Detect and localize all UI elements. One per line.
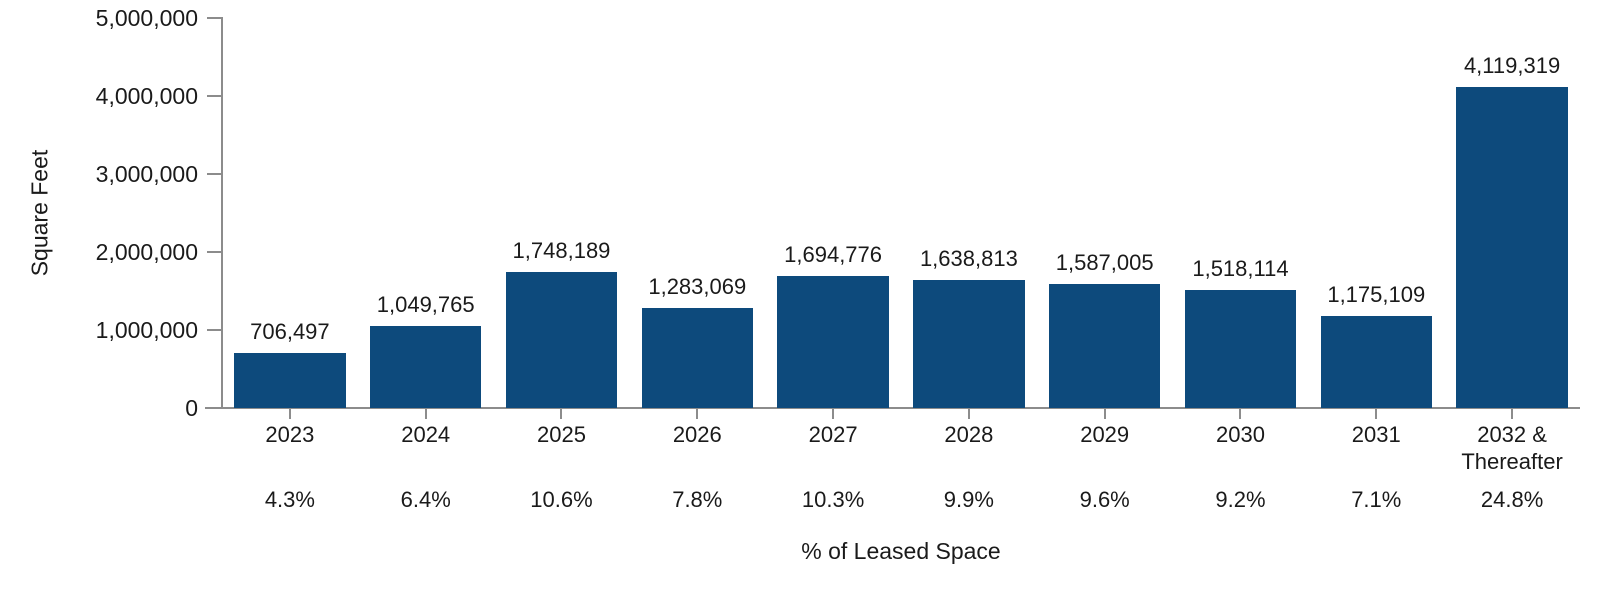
- y-tick-label: 5,000,000: [95, 5, 198, 31]
- x-axis-title: % of Leased Space: [801, 538, 1001, 564]
- x-tick-cell: [222, 409, 358, 419]
- x-tick-cell: [494, 409, 630, 419]
- bar-column: 1,049,765: [358, 18, 494, 408]
- percent-label: 4.3%: [264, 487, 315, 512]
- x-tick-mark: [832, 409, 835, 419]
- percent-label: 10.3%: [801, 487, 865, 512]
- percent-labels-row: 4.3% 6.4% 10.6% 7.8% 10.3% 9.9% 9.6% 9.2% 7.1% 24…: [222, 486, 1580, 513]
- percent-label: 9.9%: [943, 487, 994, 512]
- bar-value-label: 4,119,319: [1463, 52, 1561, 78]
- x-tick-mark: [288, 409, 291, 419]
- x-axis-year-label: 2030: [1216, 422, 1265, 447]
- bar: [1320, 316, 1432, 408]
- bar-value-label: 1,694,776: [784, 241, 883, 267]
- bar-column: 1,748,189: [494, 18, 630, 408]
- bar: [777, 275, 889, 408]
- bar-value-label: 1,283,069: [648, 273, 747, 299]
- percent-label: 6.4%: [400, 487, 451, 512]
- y-tick-label: 3,000,000: [95, 161, 198, 187]
- x-axis-ticks: [222, 409, 1580, 419]
- percent-label: 24.8%: [1480, 487, 1544, 512]
- y-tick-mark: [207, 407, 221, 409]
- y-tick-label: 4,000,000: [95, 83, 198, 109]
- x-tick-cell: [901, 409, 1037, 419]
- x-tick-cell: [358, 409, 494, 419]
- x-axis-year-label: 2029: [1080, 422, 1130, 447]
- percent-label: 10.6%: [530, 487, 593, 512]
- y-tick-mark: [207, 95, 221, 97]
- percent-label: 9.2%: [1215, 487, 1266, 512]
- bar: [505, 271, 618, 408]
- bar: [1456, 86, 1568, 408]
- x-tick-mark: [1375, 409, 1378, 419]
- x-axis-year-label: 2026: [672, 422, 722, 447]
- x-tick-mark: [424, 409, 427, 419]
- x-tick-cell: [1037, 409, 1173, 419]
- y-tick-label: 1,000,000: [95, 317, 198, 343]
- x-axis-line: [205, 407, 1580, 409]
- bar-value-label: 1,748,189: [512, 237, 611, 263]
- x-axis-year-label: 2028: [944, 422, 994, 447]
- x-tick-cell: [629, 409, 765, 419]
- y-tick-label: 0: [185, 395, 198, 421]
- bar-value-label: 1,175,109: [1327, 282, 1426, 308]
- x-tick-mark: [696, 409, 699, 419]
- percent-label: 9.6%: [1079, 487, 1130, 512]
- y-tick-label: 2,000,000: [95, 239, 198, 265]
- bar-column: 1,638,813: [901, 18, 1037, 408]
- x-axis-year-label: 2032 & Thereafter: [1461, 422, 1563, 474]
- bar: [1184, 289, 1297, 408]
- bar-column: 1,175,109: [1308, 18, 1444, 408]
- bar: [370, 326, 482, 408]
- bars-area: 706,497 1,049,765 1,748,189 1,283,069 1,694,…: [222, 18, 1580, 408]
- y-tick-mark: [207, 251, 221, 253]
- y-tick-mark: [207, 329, 221, 331]
- x-tick-mark: [1239, 409, 1242, 419]
- bar-value-label: 1,587,005: [1055, 250, 1154, 276]
- x-tick-mark: [560, 409, 563, 419]
- bar: [913, 280, 1025, 408]
- bar-column: 1,518,114: [1173, 18, 1309, 408]
- percent-label: 7.8%: [672, 487, 723, 512]
- x-axis-year-label: 2024: [401, 422, 451, 447]
- x-tick-cell: [1308, 409, 1444, 419]
- bar: [641, 307, 753, 408]
- y-tick-mark: [207, 17, 221, 19]
- bar: [1049, 284, 1161, 408]
- bar-column: 1,587,005: [1037, 18, 1173, 408]
- x-axis-year-label: 2025: [537, 422, 586, 447]
- x-axis-year-label: 2023: [265, 422, 315, 447]
- bar-column: 4,119,319: [1444, 18, 1580, 408]
- bar-value-label: 1,518,114: [1192, 255, 1289, 281]
- y-tick-mark: [207, 173, 221, 175]
- x-axis-year-label: 2031: [1351, 422, 1401, 447]
- bar-column: 1,694,776: [765, 18, 901, 408]
- x-tick-cell: [1173, 409, 1309, 419]
- x-tick-mark: [1511, 409, 1514, 419]
- bar: [234, 352, 346, 408]
- y-axis-line: [221, 17, 223, 409]
- x-tick-mark: [967, 409, 970, 419]
- x-tick-cell: [765, 409, 901, 419]
- bar-column: 1,283,069: [629, 18, 765, 408]
- bar-column: 706,497: [222, 18, 358, 408]
- bar-value-label: 1,638,813: [919, 246, 1018, 272]
- x-tick-mark: [1103, 409, 1106, 419]
- percent-label: 7.1%: [1351, 487, 1402, 512]
- bar-value-label: 1,049,765: [376, 292, 475, 318]
- x-axis-year-label: 2027: [808, 422, 858, 447]
- x-axis-year-labels: 2023 2024 2025 2026 2027 2028 2029 2030 2031 2032…: [222, 421, 1580, 475]
- x-tick-cell: [1444, 409, 1580, 419]
- bar-value-label: 706,497: [250, 318, 330, 344]
